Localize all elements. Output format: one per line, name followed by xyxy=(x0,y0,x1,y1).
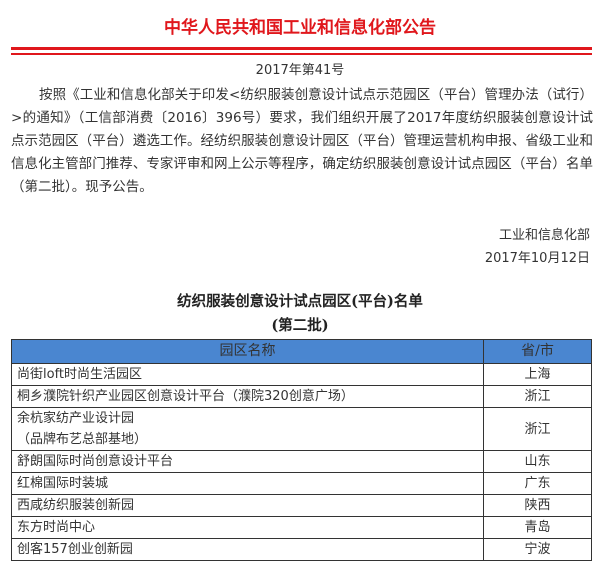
park-name: 创客157创业创新园 xyxy=(11,538,484,561)
table-row: 红棉国际时装城 广东 xyxy=(11,472,592,495)
province: 陕西 xyxy=(483,494,592,517)
list-title: 纺织服装创意设计试点园区(平台)名单 xyxy=(177,293,423,310)
park-name: 桐乡濮院针织产业园区创意设计平台（濮院320创意广场） xyxy=(11,385,484,408)
park-list-table: 园区名称 省/市 尚街loft时尚生活园区 上海 桐乡濮院针织产业园区创意设计平台（… xyxy=(11,339,592,561)
province: 上海 xyxy=(483,363,592,386)
park-name-text: 西咸纺织服装创新园 xyxy=(17,498,135,513)
park-name-text: 东方时尚中心 xyxy=(17,520,96,535)
park-name-text: 余杭家纺产业设计园 xyxy=(17,411,135,426)
announcement-number: 2017年第41号 xyxy=(255,63,345,78)
announcement-title: 中华人民共和国工业和信息化部公告 xyxy=(164,18,436,38)
table-row: 舒朗国际时尚创意设计平台 山东 xyxy=(11,450,592,473)
table-row: 创客157创业创新园 宁波 xyxy=(11,538,592,561)
table-row: 余杭家纺产业设计园 （品牌布艺总部基地） 浙江 xyxy=(11,407,592,451)
table-row: 桐乡濮院针织产业园区创意设计平台（濮院320创意广场） 浙江 xyxy=(11,385,592,408)
col-province: 省/市 xyxy=(483,339,592,364)
list-subtitle: (第二批) xyxy=(271,317,329,334)
park-name-text: 舒朗国际时尚创意设计平台 xyxy=(17,454,174,469)
province: 青岛 xyxy=(483,516,592,539)
park-name-subtext: （品牌布艺总部基地） xyxy=(17,432,148,447)
park-name: 西咸纺织服装创新园 xyxy=(11,494,484,517)
province: 浙江 xyxy=(483,385,592,408)
park-name: 红棉国际时装城 xyxy=(11,472,484,495)
province: 山东 xyxy=(483,450,592,473)
park-name-text: 尚街loft时尚生活园区 xyxy=(17,367,143,382)
table-row: 东方时尚中心 青岛 xyxy=(11,516,592,539)
province: 广东 xyxy=(483,472,592,495)
park-name: 舒朗国际时尚创意设计平台 xyxy=(11,450,484,473)
signature-date: 2017年10月12日 xyxy=(484,251,590,266)
park-name: 东方时尚中心 xyxy=(11,516,484,539)
park-name-text: 创客157创业创新园 xyxy=(17,542,133,557)
red-divider xyxy=(11,47,592,50)
province: 宁波 xyxy=(483,538,592,561)
park-name: 尚街loft时尚生活园区 xyxy=(11,363,484,386)
table-row: 尚街loft时尚生活园区 上海 xyxy=(11,363,592,386)
province: 浙江 xyxy=(483,407,592,451)
table-header: 园区名称 省/市 xyxy=(11,339,592,364)
signature-org: 工业和信息化部 xyxy=(498,228,590,243)
table-row: 西咸纺织服装创新园 陕西 xyxy=(11,494,592,517)
red-divider-thin xyxy=(11,53,592,55)
announcement-body: 按照《工业和信息化部关于印发<纺织服装创意设计试点示范园区（平台）管理办法（试行… xyxy=(11,87,593,195)
col-park-name: 园区名称 xyxy=(11,339,484,364)
park-name: 余杭家纺产业设计园 （品牌布艺总部基地） xyxy=(11,407,484,451)
park-name-text: 桐乡濮院针织产业园区创意设计平台（濮院320创意广场） xyxy=(17,389,354,404)
park-name-text: 红棉国际时装城 xyxy=(17,476,109,491)
